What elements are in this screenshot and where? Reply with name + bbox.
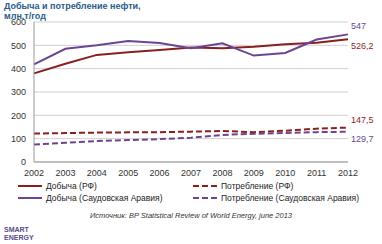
svg-text:600: 600	[11, 17, 26, 27]
svg-text:2003: 2003	[55, 168, 75, 178]
svg-text:2008: 2008	[212, 168, 232, 178]
svg-text:2011: 2011	[307, 168, 326, 178]
svg-text:2012: 2012	[338, 168, 358, 178]
svg-text:547: 547	[351, 21, 366, 31]
svg-text:2009: 2009	[244, 168, 264, 178]
svg-text:200: 200	[11, 111, 26, 121]
svg-text:2006: 2006	[150, 168, 170, 178]
svg-text:2004: 2004	[87, 168, 107, 178]
svg-text:400: 400	[11, 64, 26, 74]
svg-text:500: 500	[11, 41, 26, 51]
svg-text:100: 100	[11, 134, 26, 144]
svg-text:2007: 2007	[181, 168, 201, 178]
svg-text:300: 300	[11, 87, 26, 97]
svg-text:2010: 2010	[275, 168, 295, 178]
svg-text:2002: 2002	[24, 168, 44, 178]
svg-text:526,2: 526,2	[351, 41, 374, 51]
svg-text:0: 0	[21, 157, 26, 167]
svg-text:2005: 2005	[118, 168, 138, 178]
svg-text:147,5: 147,5	[351, 115, 374, 125]
svg-text:129,7: 129,7	[351, 134, 374, 144]
